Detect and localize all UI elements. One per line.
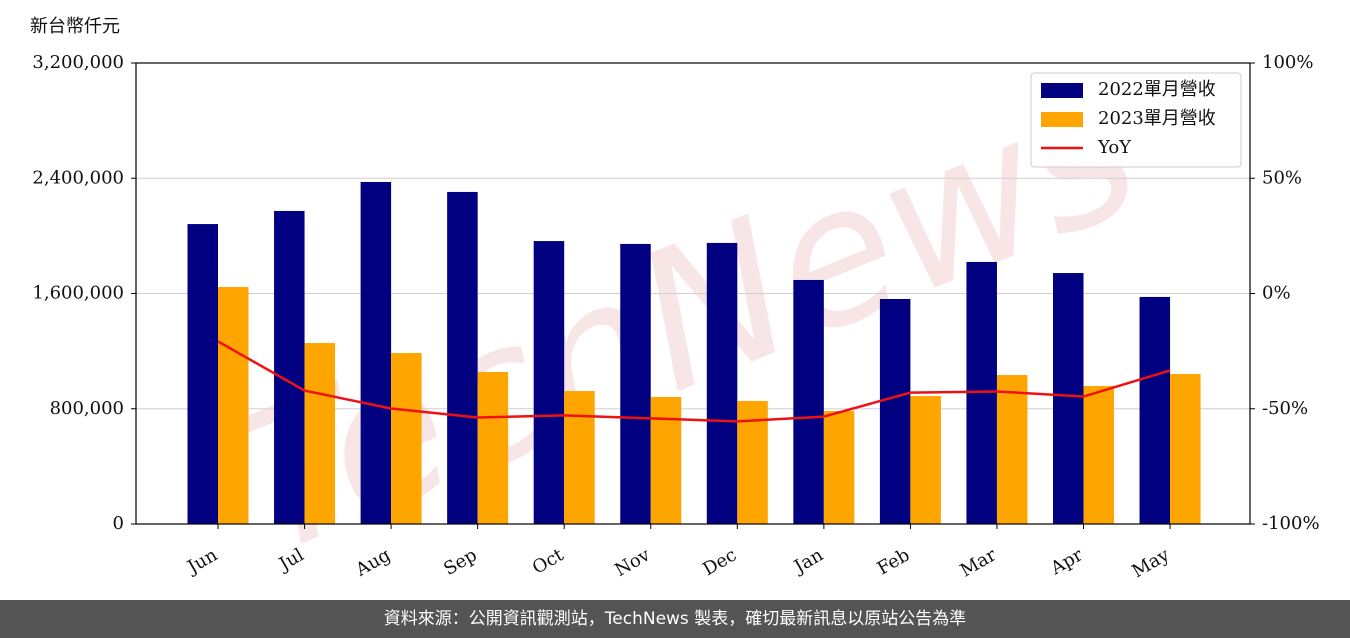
legend-label: 2023單月營收 bbox=[1098, 108, 1216, 129]
chart: 新台幣仟元 TechNews 0800,0001,600,0002,400,00… bbox=[30, 16, 1320, 598]
line bbox=[217, 340, 1171, 423]
legend-label: 2022單月營收 bbox=[1098, 79, 1216, 100]
y-tick-label: 3,200,000 bbox=[32, 52, 124, 73]
bar bbox=[218, 287, 249, 524]
x-tick-label: Feb bbox=[874, 544, 914, 579]
y2-tick-label: 50% bbox=[1262, 167, 1302, 188]
x-tick-label: Jun bbox=[182, 544, 221, 579]
y2-tick-label: 100% bbox=[1262, 52, 1313, 73]
x-tick-label: Apr bbox=[1046, 544, 1086, 579]
x-tick-label: Jan bbox=[789, 544, 827, 578]
legend-box bbox=[1030, 72, 1242, 168]
footer: 資料來源：公開資訊觀測站，TechNews 製表，確切最新訊息以原站公告為準 bbox=[0, 600, 1350, 638]
x-tick-label: Mar bbox=[957, 544, 1001, 581]
y-tick-label: 1,600,000 bbox=[32, 283, 124, 304]
x-tick-label: Oct bbox=[529, 544, 568, 579]
bar bbox=[1139, 296, 1171, 524]
x-tick-label: May bbox=[1128, 544, 1173, 582]
bar bbox=[650, 396, 682, 524]
x-tick-label: Nov bbox=[611, 544, 654, 581]
y-tick-label: 2,400,000 bbox=[32, 167, 124, 188]
legend-swatch bbox=[1041, 83, 1083, 98]
bar bbox=[1083, 385, 1114, 524]
y-tick-label: 0 bbox=[113, 513, 124, 534]
bar bbox=[391, 352, 422, 524]
bar bbox=[447, 191, 478, 524]
bar bbox=[187, 224, 218, 524]
plot-frame bbox=[135, 62, 1251, 525]
bar bbox=[620, 243, 651, 524]
bar bbox=[996, 375, 1028, 524]
y2-tick-label: -100% bbox=[1262, 513, 1320, 534]
bar bbox=[304, 343, 336, 524]
bar bbox=[564, 391, 595, 524]
bar bbox=[360, 181, 392, 525]
bar bbox=[477, 372, 509, 524]
bar bbox=[793, 279, 824, 524]
legend-swatch bbox=[1041, 112, 1083, 127]
y2-tick-label: -50% bbox=[1262, 398, 1308, 419]
y-tick-label: 800,000 bbox=[50, 398, 124, 419]
bar bbox=[823, 411, 855, 524]
bar bbox=[910, 396, 941, 524]
bar bbox=[1053, 273, 1084, 524]
y-axis-label: 新台幣仟元 bbox=[30, 16, 120, 37]
y2-tick-label: 0% bbox=[1262, 283, 1291, 304]
bar bbox=[879, 298, 911, 524]
x-tick-label: Dec bbox=[699, 544, 740, 580]
x-tick-label: Sep bbox=[440, 544, 480, 579]
bar bbox=[533, 241, 565, 524]
bar bbox=[274, 210, 305, 524]
bar bbox=[706, 242, 738, 524]
bar bbox=[1170, 374, 1201, 524]
legend-label: YoY bbox=[1097, 137, 1132, 158]
